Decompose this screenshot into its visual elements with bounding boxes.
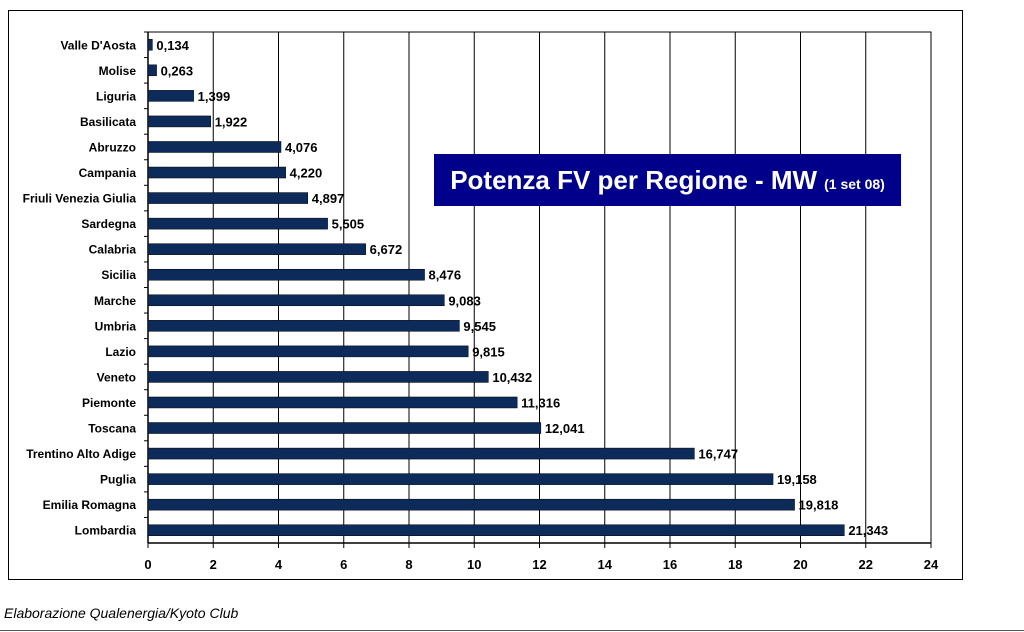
category-label: Emilia Romagna [43, 498, 137, 512]
chart-title-box: Potenza FV per Regione - MW (1 set 08) [434, 154, 901, 206]
category-label: Sardegna [81, 217, 136, 231]
category-label: Abruzzo [89, 140, 136, 154]
bar [147, 345, 469, 358]
bar [147, 371, 489, 383]
data-label: 6,672 [370, 242, 403, 257]
bar [147, 473, 774, 485]
bar [147, 39, 153, 51]
category-label: Puglia [100, 473, 136, 487]
data-label: 5,505 [332, 217, 365, 232]
x-tick-label: 16 [663, 557, 677, 572]
bar [147, 166, 286, 179]
data-label: 9,545 [463, 319, 496, 334]
bar [147, 320, 460, 332]
category-label: Veneto [97, 370, 136, 384]
category-label: Trentino Alto Adige [26, 447, 136, 461]
x-tick-label: 0 [144, 557, 151, 572]
bar [147, 498, 795, 511]
category-label: Friuli Venezia Giulia [23, 192, 137, 206]
bar [147, 294, 445, 307]
x-tick-label: 8 [405, 557, 412, 572]
category-label: Lombardia [75, 524, 137, 538]
bar [147, 192, 309, 204]
bar [147, 141, 282, 153]
x-tick-label: 2 [210, 557, 217, 572]
data-label: 19,818 [799, 498, 839, 513]
category-label: Liguria [96, 89, 136, 103]
category-label: Toscana [88, 422, 136, 436]
data-label: 0,263 [161, 63, 194, 78]
data-label: 11,316 [521, 395, 560, 410]
category-label: Campania [79, 166, 137, 180]
bar [147, 268, 425, 281]
data-label: 4,220 [290, 166, 323, 181]
x-tick-label: 24 [924, 557, 939, 572]
data-label: 16,747 [698, 447, 738, 462]
bar [147, 64, 157, 77]
x-tick-label: 6 [340, 557, 347, 572]
x-tick-label: 20 [793, 557, 807, 572]
x-tick-label: 12 [532, 557, 546, 572]
data-label: 12,041 [545, 421, 585, 436]
data-label: 19,158 [777, 472, 817, 487]
data-label: 1,399 [198, 89, 231, 104]
category-label: Marche [94, 294, 136, 308]
x-tick-label: 22 [859, 557, 873, 572]
data-label: 9,083 [448, 293, 481, 308]
data-label: 21,343 [848, 523, 888, 538]
bar [147, 217, 328, 230]
chart-frame: 0 2 4 6 8 10 12 14 16 18 20 22 24 Valle D'Aosta 0,134 M… [8, 10, 963, 580]
category-label: Calabria [89, 243, 137, 257]
category-label: Umbria [95, 319, 137, 333]
x-tick-label: 10 [467, 557, 481, 572]
chart-subtitle: (1 set 08) [824, 176, 885, 192]
bar [147, 243, 366, 255]
data-label: 0,134 [156, 38, 189, 53]
data-label: 4,076 [285, 140, 318, 155]
bar [147, 396, 518, 409]
bar [147, 115, 211, 128]
x-tick-label: 14 [598, 557, 613, 572]
category-label: Lazio [105, 345, 136, 359]
category-label: Valle D'Aosta [60, 38, 136, 52]
bar [147, 447, 695, 460]
chart-title: Potenza FV per Regione - MW [450, 164, 818, 195]
data-label: 4,897 [312, 191, 345, 206]
bottom-divider [0, 630, 1024, 631]
category-label: Molise [99, 64, 137, 78]
source-note: Elaborazione Qualenergia/Kyoto Club [4, 605, 239, 621]
data-label: 8,476 [429, 268, 462, 283]
bar [147, 524, 845, 536]
category-label: Basilicata [80, 115, 136, 129]
x-tick-label: 18 [728, 557, 742, 572]
data-label: 9,815 [472, 344, 505, 359]
data-label: 10,432 [492, 370, 532, 385]
data-label: 1,922 [215, 114, 248, 129]
x-tick-label: 4 [275, 557, 283, 572]
bar [147, 422, 542, 434]
bar [147, 90, 194, 102]
category-label: Piemonte [82, 396, 136, 410]
category-label: Sicilia [101, 268, 136, 282]
